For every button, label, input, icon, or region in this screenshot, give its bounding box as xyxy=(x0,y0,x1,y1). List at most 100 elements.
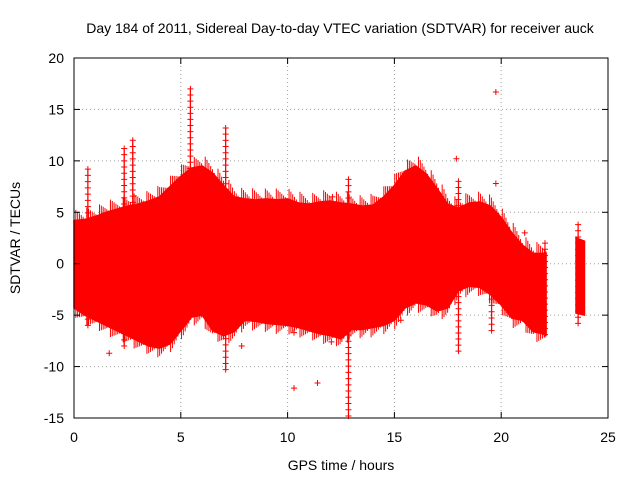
spike-marker xyxy=(222,174,229,181)
spike-marker xyxy=(345,238,352,245)
spike-marker xyxy=(222,329,229,336)
spike-marker xyxy=(129,205,136,212)
spike-marker xyxy=(345,188,352,195)
spike-marker xyxy=(345,294,352,301)
spike-marker xyxy=(129,174,136,181)
spike-marker xyxy=(129,311,136,318)
x-tick-labels: 0 5 10 15 20 25 xyxy=(70,429,616,445)
spike-marker xyxy=(455,202,462,209)
outlier-point xyxy=(106,350,113,357)
outlier-point xyxy=(492,88,499,95)
spike-marker xyxy=(222,186,229,193)
spike-marker xyxy=(84,247,91,254)
spike-marker xyxy=(345,232,352,239)
spike-marker xyxy=(187,177,194,184)
spike-marker xyxy=(187,140,194,147)
spike-marker xyxy=(345,388,352,395)
spike-marker xyxy=(222,261,229,268)
spike-marker xyxy=(187,91,194,98)
spike-marker xyxy=(488,302,495,309)
spike-marker xyxy=(345,195,352,202)
spike-marker xyxy=(187,128,194,135)
spike-marker xyxy=(121,176,128,183)
spike-marker xyxy=(575,252,582,259)
spike-marker xyxy=(121,145,128,152)
y-tick-label: 0 xyxy=(56,256,64,272)
spike-marker xyxy=(129,286,136,293)
spike-marker xyxy=(345,356,352,363)
spike-marker xyxy=(222,193,229,200)
spike-marker xyxy=(575,301,582,308)
spike-marker xyxy=(455,317,462,324)
spike-marker xyxy=(455,269,462,276)
spike-marker xyxy=(187,257,194,264)
spike-marker xyxy=(187,116,194,123)
spike-marker xyxy=(187,306,194,313)
spike-marker xyxy=(222,341,229,348)
spike-marker xyxy=(222,310,229,317)
spike-marker xyxy=(488,239,495,246)
spike-marker xyxy=(345,226,352,233)
spike-marker xyxy=(575,283,582,290)
spike-marker xyxy=(129,230,136,237)
spike-marker xyxy=(187,214,194,221)
spike-marker xyxy=(575,314,582,321)
spike-marker xyxy=(345,251,352,258)
spike-marker xyxy=(488,258,495,265)
spike-marker xyxy=(541,270,548,277)
spike-marker xyxy=(455,196,462,203)
spike-marker xyxy=(187,238,194,245)
spike-marker xyxy=(187,220,194,227)
spike-marker xyxy=(84,191,91,198)
spike-marker xyxy=(121,281,128,288)
spike-marker xyxy=(575,264,582,271)
spike-marker xyxy=(84,234,91,241)
spike-marker xyxy=(345,369,352,376)
spike-marker xyxy=(222,217,229,224)
y-tick-label: -15 xyxy=(44,410,64,426)
spike-marker xyxy=(575,233,582,240)
spike-marker xyxy=(84,178,91,185)
spike-marker xyxy=(129,317,136,324)
spike-marker xyxy=(84,278,91,285)
spike-marker xyxy=(222,348,229,355)
outlier-point xyxy=(492,180,499,187)
spike-marker xyxy=(488,252,495,259)
spike-marker xyxy=(455,323,462,330)
spike-marker xyxy=(455,214,462,221)
spike-marker xyxy=(84,316,91,323)
spike-marker xyxy=(121,262,128,269)
spike-marker xyxy=(121,336,128,343)
spike-marker xyxy=(488,245,495,252)
spike-marker xyxy=(345,332,352,339)
spike-marker xyxy=(121,343,128,349)
spike-marker xyxy=(455,336,462,343)
spike-marker xyxy=(187,189,194,196)
spike-marker xyxy=(222,180,229,187)
spike-marker xyxy=(84,203,91,210)
data-layer xyxy=(73,85,586,419)
spike-marker xyxy=(345,350,352,357)
spike-marker xyxy=(345,375,352,382)
spike-marker xyxy=(121,275,128,282)
spike-marker xyxy=(222,248,229,255)
spike-marker xyxy=(187,244,194,251)
y-tick-label: 20 xyxy=(48,50,64,66)
spike-marker xyxy=(575,295,582,302)
spike-marker xyxy=(121,299,128,306)
spike-marker xyxy=(121,324,128,331)
spike-marker xyxy=(129,155,136,162)
outlier-point xyxy=(314,380,321,387)
spike-marker xyxy=(222,279,229,286)
spike-marker xyxy=(187,104,194,111)
spike-marker xyxy=(129,236,136,243)
spike-marker xyxy=(488,321,495,328)
spike-marker xyxy=(84,166,91,173)
spike-marker xyxy=(222,205,229,212)
spike-marker xyxy=(541,276,548,283)
spike-marker xyxy=(345,176,352,183)
spike-marker xyxy=(187,134,194,141)
spike-marker xyxy=(187,110,194,117)
spike-marker xyxy=(84,209,91,216)
spike-marker xyxy=(575,227,582,234)
